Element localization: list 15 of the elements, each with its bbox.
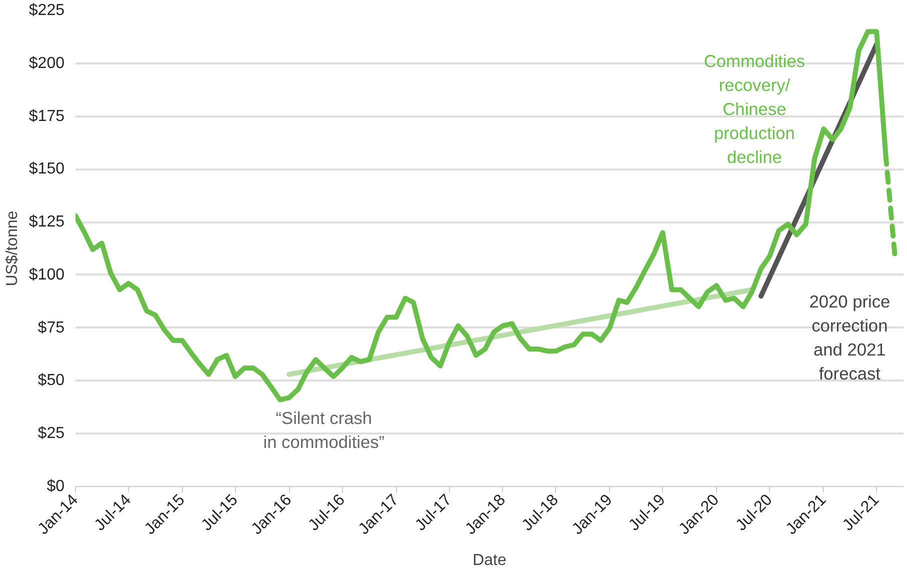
y-tick-label: $175 [28, 108, 65, 125]
y-tick-label: $50 [38, 372, 65, 390]
y-tick-label: $150 [28, 160, 65, 178]
y-tick-label: $125 [28, 214, 65, 231]
y-tick-label: $0 [46, 478, 65, 495]
y-tick-label: $100 [28, 266, 65, 284]
y-tick-label: $225 [28, 2, 65, 19]
y-tick-label: $200 [28, 54, 65, 72]
y-axis-title: US$/tonne [4, 210, 21, 286]
y-tick-label: $25 [38, 425, 65, 442]
x-axis-title: Date [472, 552, 506, 570]
annotation: Commodities recovery/ Chinese production decline [704, 50, 806, 167]
y-tick-label: $75 [38, 319, 65, 336]
annotation: 2020 price correction and 2021 forecast [809, 291, 890, 384]
annotation: “Silent crash in commodities” [263, 408, 385, 452]
